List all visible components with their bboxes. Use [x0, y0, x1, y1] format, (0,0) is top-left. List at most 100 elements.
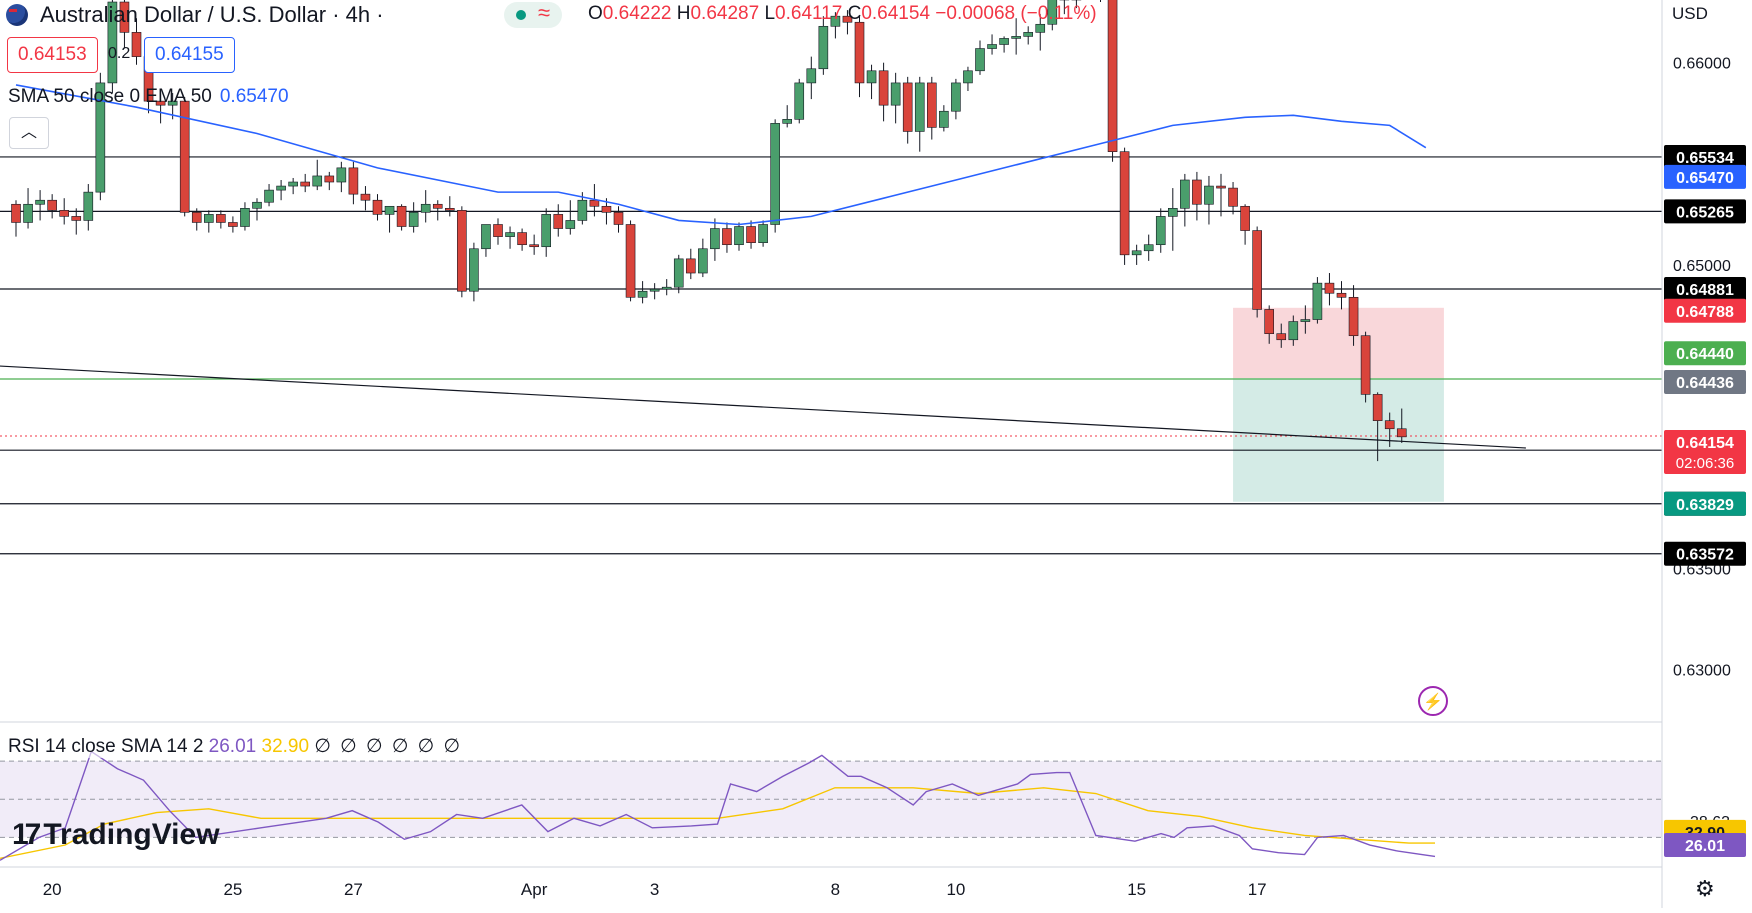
close-value: 0.64154 [861, 3, 931, 24]
candle-body [47, 199, 57, 211]
candle [432, 200, 443, 221]
flash-alert-icon[interactable]: ⚡ [1418, 686, 1448, 716]
candle [59, 198, 70, 225]
candle [999, 36, 1009, 53]
candle-body [806, 68, 817, 84]
level-price-badge-label: 0.63572 [1676, 547, 1734, 564]
candle-body [553, 214, 564, 229]
candle [240, 202, 250, 231]
candle-body [770, 123, 780, 225]
time-tick-label: Apr [521, 880, 548, 899]
candle [47, 194, 57, 219]
candle-body [420, 203, 431, 213]
candle-body [1264, 309, 1274, 334]
candle-body [746, 226, 756, 243]
axis-price-badge: 0.63829 [1664, 491, 1746, 516]
candle [228, 216, 238, 233]
candle-body [107, 1, 118, 84]
candle-body [842, 15, 853, 23]
axis-price-badge-label: 0.64440 [1676, 346, 1734, 363]
take-profit-zone [1233, 378, 1444, 502]
candle [420, 190, 431, 223]
chevron-up-icon: ︿ [20, 124, 37, 141]
candle [1100, 0, 1101, 3]
candle-body [722, 228, 732, 246]
candle-body [1324, 282, 1335, 294]
candle-body [1312, 282, 1323, 320]
candle [975, 40, 985, 75]
candle-body [1384, 420, 1395, 430]
candle-body [444, 208, 455, 211]
candle-body [432, 203, 443, 209]
rsi-sma-line [0, 787, 1435, 860]
buy-price-button[interactable]: 0.64155 [144, 37, 235, 73]
candle-body [1011, 36, 1021, 39]
candle [35, 190, 45, 221]
level-price-badge-label: 0.65534 [1676, 150, 1734, 167]
tradingview-logo[interactable]: 17 TradingView [12, 818, 220, 852]
candle-body [1360, 335, 1371, 395]
candle-body [11, 203, 21, 223]
axis-price-badge-label: 0.65470 [1676, 170, 1734, 187]
candle [481, 224, 491, 257]
candle [1312, 277, 1323, 324]
candle [1396, 408, 1407, 443]
rsi-indicator-legend[interactable]: RSI 14 close SMA 14 2 26.01 32.90 ∅ ∅ ∅ … [8, 735, 463, 758]
candle-body [1119, 151, 1130, 256]
candle [1035, 14, 1046, 51]
candle-body [782, 119, 793, 124]
candle [661, 279, 672, 296]
candle-body [23, 203, 33, 223]
candle-body [854, 21, 865, 84]
candle [505, 226, 515, 249]
sma-50-line [15, 84, 1427, 226]
candle [710, 218, 720, 261]
candle-body [1192, 179, 1202, 205]
candle [1372, 392, 1383, 462]
sma-indicator-legend[interactable]: SMA 50 close 0 EMA 50 0.65470 [8, 86, 289, 108]
collapse-legend-button[interactable]: ︿ [9, 117, 49, 149]
ohlc-readout: O0.64222 H0.64287 L0.64117 C0.64154 −0.0… [588, 3, 1097, 25]
candle [11, 200, 21, 237]
candle-body [312, 175, 323, 187]
candle-body [348, 167, 359, 195]
candle [939, 105, 949, 132]
candle [1192, 171, 1202, 221]
candle [1276, 323, 1287, 348]
candle-body [1180, 179, 1190, 209]
candle-body [505, 232, 515, 237]
candle-body [529, 244, 539, 248]
symbol-title[interactable]: Australian Dollar / U.S. Dollar · 4h · [40, 2, 384, 27]
candle [1240, 204, 1250, 245]
candle-body [1035, 23, 1046, 33]
candle [119, 0, 130, 49]
candle-body [1396, 428, 1407, 438]
candle [444, 196, 455, 217]
candle [1023, 26, 1034, 45]
market-status-indicator[interactable]: ≈ [504, 0, 562, 28]
candle-body [866, 70, 877, 84]
logo-text: TradingView [43, 818, 220, 851]
candle [806, 56, 817, 100]
candle [722, 222, 732, 253]
candle-body [1216, 185, 1226, 189]
currency-selector[interactable]: USD [1672, 4, 1708, 23]
candle [685, 248, 696, 280]
candle [1071, 0, 1082, 9]
candle-body [673, 258, 684, 288]
candle [1047, 0, 1058, 31]
candle-body [1047, 0, 1058, 25]
candle-body [372, 199, 383, 215]
level-price-badge-bg [1664, 144, 1746, 169]
sell-price-button[interactable]: 0.64153 [7, 37, 98, 73]
high-value: 0.64287 [690, 3, 760, 24]
axis-price-badge: 0.65470 [1664, 164, 1746, 189]
axis-settings-gear-icon[interactable]: ⚙ [1695, 876, 1715, 901]
candle-body [963, 70, 973, 84]
candle-body [324, 175, 335, 183]
axis-price-badge: 0.64440 [1664, 341, 1746, 366]
candle-body [649, 288, 660, 292]
candle-body [914, 82, 925, 132]
